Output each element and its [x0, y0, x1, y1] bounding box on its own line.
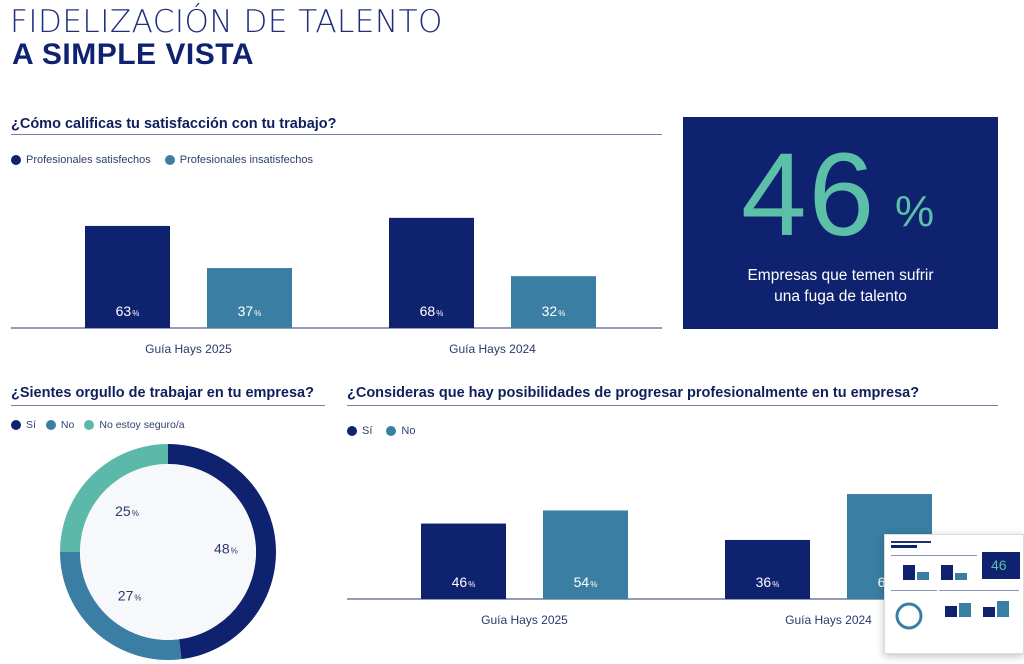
progress-question: ¿Consideras que hay posibilidades de pro…: [347, 385, 920, 401]
satisfaction-question: ¿Cómo calificas tu satisfacción con tu t…: [11, 116, 337, 132]
thumbnail-preview[interactable]: 46: [884, 534, 1024, 654]
chart3-bar: [421, 523, 506, 599]
legend-dot-no: [45, 420, 56, 430]
legend-item-unsatisfied: Profesionales insatisfechos: [164, 154, 314, 166]
progress-rule: [347, 405, 998, 406]
page-title-light: FIDELIZACIÓN DE TALENTO: [10, 4, 443, 40]
legend-dot-unsatisfied: [164, 155, 175, 165]
donut-hole: [80, 464, 256, 640]
legend-item-progress-no: No: [386, 425, 415, 437]
legend-item-satisfied: Profesionales satisfechos: [11, 154, 151, 166]
thumbnail-graphic: 46: [891, 541, 1020, 630]
chart3-bar: [543, 510, 628, 599]
legend-label-satisfied: Profesionales satisfechos: [26, 154, 151, 166]
pride-legend: Sí No No estoy seguro/a: [11, 419, 199, 431]
svg-text:46: 46: [991, 557, 1007, 573]
chart3-bar: [725, 539, 810, 599]
legend-dot-yes: [11, 420, 21, 430]
legend-item-unsure: No estoy seguro/a: [84, 419, 185, 431]
legend-label-progress-no: No: [401, 425, 416, 437]
legend-item-no: No: [45, 419, 75, 431]
legend-dot-progress-yes: [347, 426, 357, 436]
stat-percent-sign: %: [895, 187, 935, 236]
stat-number: 46: [741, 129, 877, 261]
legend-dot-progress-no: [386, 426, 397, 436]
chart3-category-label: Guía Hays 2025: [481, 613, 568, 627]
stat-caption: Empresas que temen sufrir una fuga de ta…: [683, 265, 998, 307]
donut-slice: [60, 552, 182, 660]
chart1-bar: [389, 217, 474, 328]
stat-caption-line1: Empresas que temen sufrir: [747, 267, 934, 284]
donut-slice: [60, 444, 168, 552]
donut-slice: [168, 444, 276, 660]
legend-label-no: No: [60, 419, 75, 431]
legend-label-progress-yes: Sí: [362, 425, 373, 437]
chart1-category-label: Guía Hays 2025: [145, 342, 232, 356]
legend-label-yes: Sí: [26, 419, 36, 431]
stat-box: 46 % Empresas que temen sufrir una fuga …: [683, 117, 998, 329]
chart3-category-label: Guía Hays 2024: [785, 613, 872, 627]
pride-rule: [11, 405, 325, 406]
legend-label-unsure: No estoy seguro/a: [99, 419, 185, 431]
pride-question: ¿Sientes orgullo de trabajar en tu empre…: [11, 385, 314, 401]
progress-legend: Sí No: [347, 425, 429, 437]
satisfaction-legend: Profesionales satisfechos Profesionales …: [11, 154, 327, 166]
legend-dot-unsure: [84, 420, 95, 430]
page-title-bold: A SIMPLE VISTA: [12, 38, 255, 71]
stat-caption-line2: una fuga de talento: [774, 288, 907, 305]
legend-item-yes: Sí: [11, 419, 36, 431]
chart1-bar: [207, 268, 292, 328]
satisfaction-rule: [11, 134, 662, 135]
chart1-bar: [511, 276, 596, 328]
chart1-category-label: Guía Hays 2024: [449, 342, 536, 356]
legend-dot-satisfied: [11, 155, 21, 165]
legend-item-progress-yes: Sí: [347, 425, 372, 437]
legend-label-unsatisfied: Profesionales insatisfechos: [179, 154, 314, 166]
chart1-bar: [85, 225, 170, 328]
